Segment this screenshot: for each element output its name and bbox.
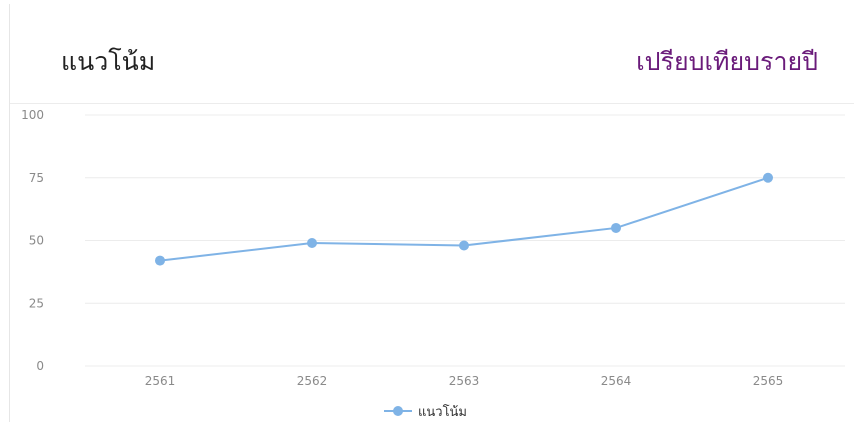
x-tick-label: 2563 — [449, 374, 480, 388]
data-point[interactable] — [155, 255, 165, 266]
data-point[interactable] — [763, 172, 773, 183]
data-point[interactable] — [611, 222, 621, 233]
y-tick-label: 25 — [29, 296, 44, 310]
legend-marker — [393, 406, 403, 416]
x-axis-ticks: 2561 2562 2563 2564 2565 — [145, 374, 784, 388]
chart-title: แนวโน้ม — [61, 47, 156, 76]
yearly-comparison-link[interactable]: เปรียบเทียบรายปี — [636, 47, 818, 76]
x-tick-label: 2564 — [601, 374, 632, 388]
y-tick-label: 50 — [29, 234, 44, 248]
y-tick-label: 0 — [36, 359, 44, 373]
y-tick-label: 75 — [29, 171, 44, 185]
y-tick-label: 100 — [21, 108, 44, 122]
x-tick-label: 2562 — [297, 374, 328, 388]
chart-header: แนวโน้ม เปรียบเทียบรายปี — [10, 0, 854, 104]
data-point[interactable] — [307, 238, 317, 249]
x-tick-label: 2561 — [145, 374, 176, 388]
legend-label: แนวโน้ม — [418, 404, 467, 420]
y-axis-ticks: 0 25 50 75 100 — [21, 108, 44, 373]
grid-lines — [85, 114, 845, 367]
series-layer — [155, 172, 773, 266]
card-left-border — [9, 4, 10, 422]
x-tick-label: 2565 — [753, 374, 784, 388]
data-point[interactable] — [459, 240, 469, 251]
legend[interactable]: แนวโน้ม — [384, 404, 467, 420]
